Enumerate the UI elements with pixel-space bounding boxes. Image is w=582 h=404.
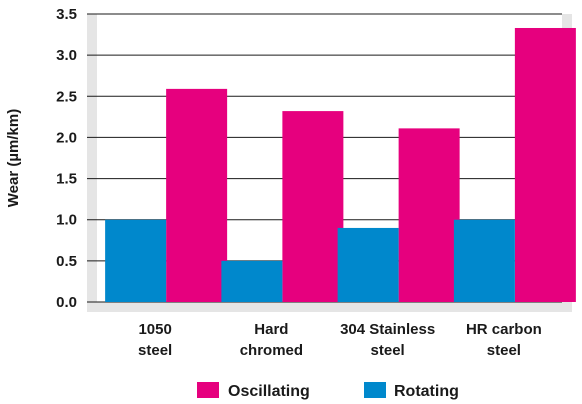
bar-rotating <box>337 227 399 302</box>
x-category-label: 304 Stainless <box>340 321 435 338</box>
y-axis-label: Wear (µm/km) <box>5 109 22 207</box>
y-tick-label: 0.0 <box>56 294 77 311</box>
legend-swatch-rotating <box>364 382 386 398</box>
y-tick-label: 1.5 <box>56 171 77 188</box>
legend-label-oscillating: Oscillating <box>228 383 310 400</box>
legend: Oscillating Rotating <box>197 382 459 400</box>
x-category-label: 1050 <box>138 321 171 338</box>
bar-rotating <box>453 219 515 302</box>
x-category-label: steel <box>138 342 172 359</box>
x-category-label: HR carbon <box>466 321 542 338</box>
bar-oscillating <box>282 111 344 303</box>
y-tick-label: 1.0 <box>56 212 77 229</box>
y-tick-label: 0.5 <box>56 253 77 270</box>
x-category-label: steel <box>487 342 521 359</box>
bar-oscillating <box>514 27 576 302</box>
bars <box>105 27 576 303</box>
x-category-label: steel <box>371 342 405 359</box>
bar-rotating <box>221 260 283 302</box>
bar-oscillating <box>398 128 460 302</box>
legend-label-rotating: Rotating <box>394 383 459 400</box>
y-tick-label: 3.5 <box>56 6 77 23</box>
x-category-labels: 1050 steel Hard chromed 304 Stainless steel HR… <box>138 321 542 359</box>
x-category-label: Hard <box>254 321 288 338</box>
y-tick-label: 3.0 <box>56 47 77 64</box>
legend-swatch-oscillating <box>197 382 219 398</box>
y-tick-labels: 0.0 0.5 1.0 1.5 2.0 2.5 3.0 3.5 <box>56 6 77 311</box>
bar-rotating <box>105 219 167 302</box>
bar-oscillating <box>166 88 228 302</box>
y-tick-label: 2.5 <box>56 88 77 105</box>
y-tick-label: 2.0 <box>56 129 77 146</box>
x-category-label: chromed <box>240 342 303 359</box>
